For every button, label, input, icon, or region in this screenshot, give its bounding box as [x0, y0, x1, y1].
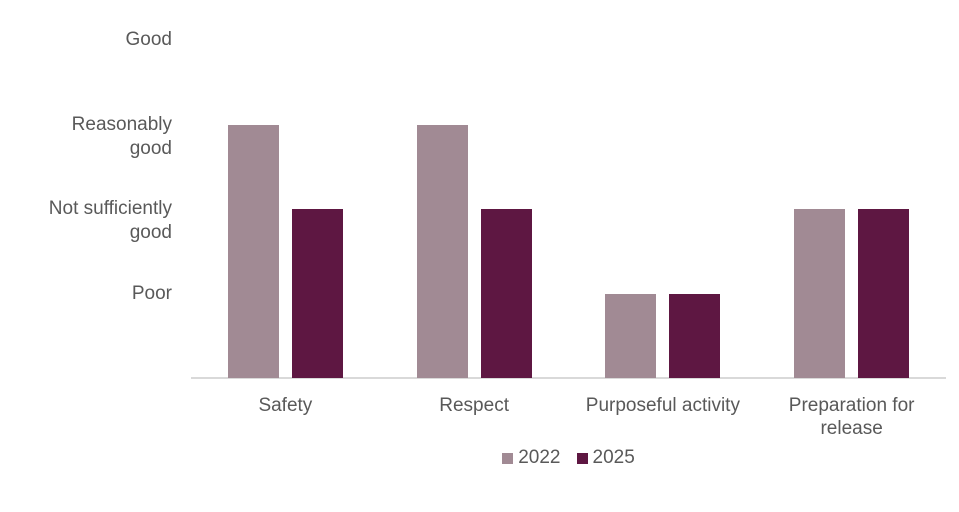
y-axis-label-poor: Poor — [131, 282, 172, 304]
legend-label: 2025 — [592, 447, 635, 468]
y-axis-label-good: Good — [125, 29, 172, 51]
bar-2022-purposeful-activity — [605, 293, 657, 379]
x-axis-label-respect: Respect — [439, 395, 509, 416]
x-axis-label-purposeful-activity: Purposeful activity — [585, 395, 740, 416]
x-axis-label-preparation-for-release: Preparation for release — [788, 395, 915, 439]
bar-2025-preparation-for-release — [858, 209, 910, 379]
bar-2025-safety — [291, 209, 343, 379]
y-axis-label-not-sufficiently: Not sufficiently good — [48, 198, 172, 244]
y-axis-label-reasonably: Reasonably good — [71, 113, 172, 159]
x-axis-line — [191, 377, 946, 379]
bar-2025-respect — [480, 209, 532, 379]
legend-item-2025: 2025 — [576, 447, 635, 469]
x-axis-label-safety: Safety — [258, 395, 313, 416]
bar-2022-safety — [227, 124, 279, 379]
bar-2022-preparation-for-release — [794, 209, 846, 379]
legend-label: 2022 — [518, 447, 561, 468]
legend-item-2022: 2022 — [502, 447, 561, 469]
legend: 2022 2025 — [191, 447, 946, 469]
legend-swatch-icon — [502, 452, 514, 464]
bar-2022-respect — [416, 124, 468, 379]
legend-swatch-icon — [576, 452, 588, 464]
bar-2025-purposeful-activity — [669, 293, 721, 379]
